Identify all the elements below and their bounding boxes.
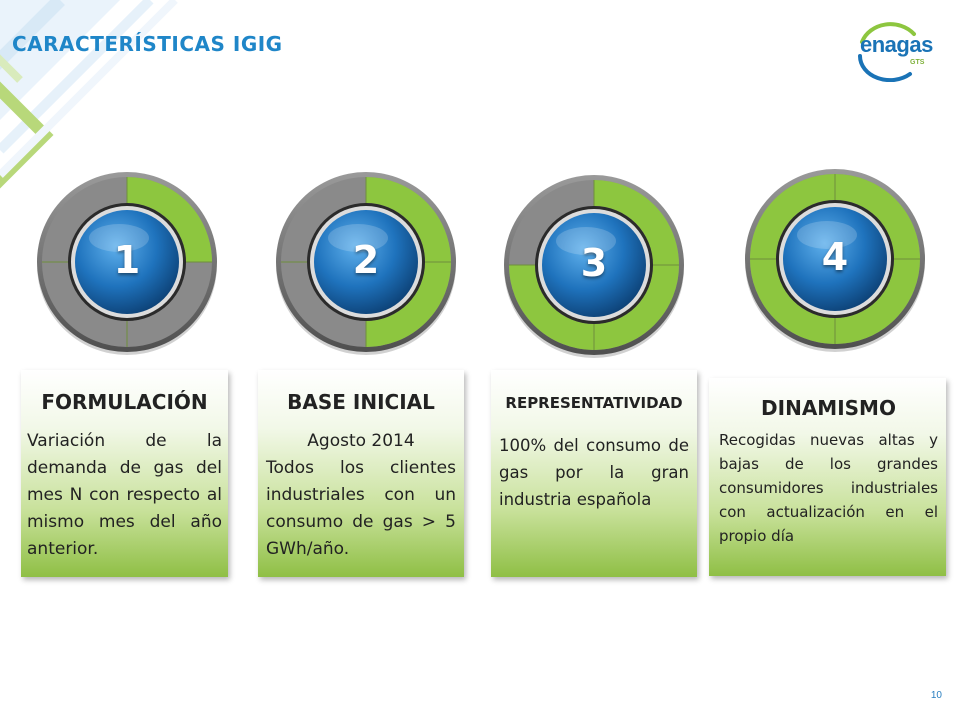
card-title: BASE INICIAL [287, 390, 435, 414]
ring-number: 1 [113, 238, 141, 282]
logo-swoosh-icon [857, 22, 916, 82]
card-base-inicial: BASE INICIAL Agosto 2014 Todos los clien… [258, 370, 464, 577]
card-body: Recogidas nuevas altas y bajas de los gr… [719, 431, 938, 545]
card-title: REPRESENTATIVIDAD [505, 394, 683, 412]
ring-number: 2 [352, 238, 380, 282]
ring-indicator-2: 2 [271, 167, 461, 357]
ring-number: 4 [821, 235, 849, 279]
progress-ring-icon [37, 172, 217, 355]
progress-ring-icon [276, 172, 456, 355]
card-body: 100% del consumo de gas por la gran indu… [499, 436, 689, 509]
card-title: FORMULACIÓN [41, 390, 208, 414]
progress-ring-icon [504, 175, 684, 358]
enagas-logo: enagas GTS [852, 22, 934, 82]
corner-decoration [0, 0, 178, 189]
ring-indicator-3: 3 [499, 170, 689, 360]
card-dinamismo: DINAMISMO Recogidas nuevas altas y bajas… [709, 378, 946, 576]
card-formulacion: FORMULACIÓN Variación de la demanda de g… [21, 370, 228, 577]
slide-title: CARACTERÍSTICAS IGIG [12, 32, 283, 56]
progress-ring-icon [745, 169, 925, 352]
card-body-date: Agosto 2014 [307, 431, 415, 451]
card-title: DINAMISMO [761, 396, 896, 420]
logo-subtext: GTS [910, 59, 925, 66]
ring-indicator-4: 4 [740, 164, 930, 354]
card-representatividad: REPRESENTATIVIDAD 100% del consumo de ga… [491, 370, 697, 577]
ring-number: 3 [580, 241, 608, 285]
page-number: 10 [930, 690, 942, 701]
card-body: Variación de la demanda de gas del mes N… [27, 431, 222, 559]
card-body: Todos los clientes industriales con un c… [266, 458, 456, 559]
logo-wordmark: enagas [860, 32, 933, 57]
ring-indicator-1: 1 [32, 167, 222, 357]
